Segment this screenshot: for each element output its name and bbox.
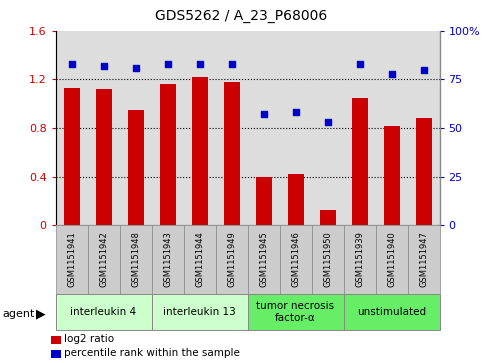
- Bar: [320, 211, 336, 225]
- Text: GSM1151947: GSM1151947: [419, 232, 428, 287]
- Text: percentile rank within the sample: percentile rank within the sample: [64, 348, 240, 358]
- Bar: [408, 225, 440, 294]
- Bar: [343, 225, 376, 294]
- Bar: [248, 225, 280, 294]
- Point: [260, 111, 268, 117]
- Text: unstimulated: unstimulated: [357, 307, 426, 317]
- Text: GSM1151942: GSM1151942: [99, 232, 108, 287]
- Text: agent: agent: [2, 309, 35, 319]
- Point: [388, 71, 396, 77]
- Text: GSM1151940: GSM1151940: [387, 232, 396, 287]
- Point: [227, 61, 235, 67]
- Text: interleukin 4: interleukin 4: [71, 307, 137, 317]
- Text: GSM1151950: GSM1151950: [323, 232, 332, 287]
- Bar: [415, 118, 431, 225]
- Bar: [384, 126, 399, 225]
- Point: [292, 110, 299, 115]
- Bar: [343, 294, 440, 330]
- Bar: [87, 225, 120, 294]
- Text: GSM1151944: GSM1151944: [195, 232, 204, 287]
- Text: GSM1151943: GSM1151943: [163, 232, 172, 287]
- Text: GSM1151948: GSM1151948: [131, 232, 140, 287]
- Bar: [120, 225, 152, 294]
- Bar: [56, 225, 87, 294]
- Text: GSM1151949: GSM1151949: [227, 232, 236, 287]
- Bar: [64, 88, 80, 225]
- Bar: [56, 294, 152, 330]
- Point: [324, 119, 331, 125]
- Bar: [248, 294, 343, 330]
- Bar: [312, 225, 343, 294]
- Point: [99, 63, 107, 69]
- Text: GDS5262 / A_23_P68006: GDS5262 / A_23_P68006: [156, 9, 327, 23]
- Text: GSM1151939: GSM1151939: [355, 232, 364, 287]
- Bar: [280, 225, 312, 294]
- Bar: [152, 294, 248, 330]
- Bar: [128, 110, 143, 225]
- Bar: [159, 84, 175, 225]
- Point: [68, 61, 75, 67]
- Point: [196, 61, 203, 67]
- Point: [355, 61, 363, 67]
- Bar: [287, 174, 303, 225]
- Text: interleukin 13: interleukin 13: [163, 307, 236, 317]
- Point: [132, 65, 140, 71]
- Text: GSM1151946: GSM1151946: [291, 232, 300, 287]
- Bar: [256, 176, 271, 225]
- Text: tumor necrosis
factor-α: tumor necrosis factor-α: [256, 301, 335, 323]
- Text: ▶: ▶: [36, 307, 46, 321]
- Point: [420, 67, 427, 73]
- Text: GSM1151945: GSM1151945: [259, 232, 268, 287]
- Bar: [192, 77, 208, 225]
- Bar: [224, 82, 240, 225]
- Point: [164, 61, 171, 67]
- Bar: [96, 89, 112, 225]
- Bar: [184, 225, 215, 294]
- Bar: [215, 225, 248, 294]
- Bar: [352, 98, 368, 225]
- Text: log2 ratio: log2 ratio: [64, 334, 114, 344]
- Bar: [152, 225, 184, 294]
- Bar: [376, 225, 408, 294]
- Text: GSM1151941: GSM1151941: [67, 232, 76, 287]
